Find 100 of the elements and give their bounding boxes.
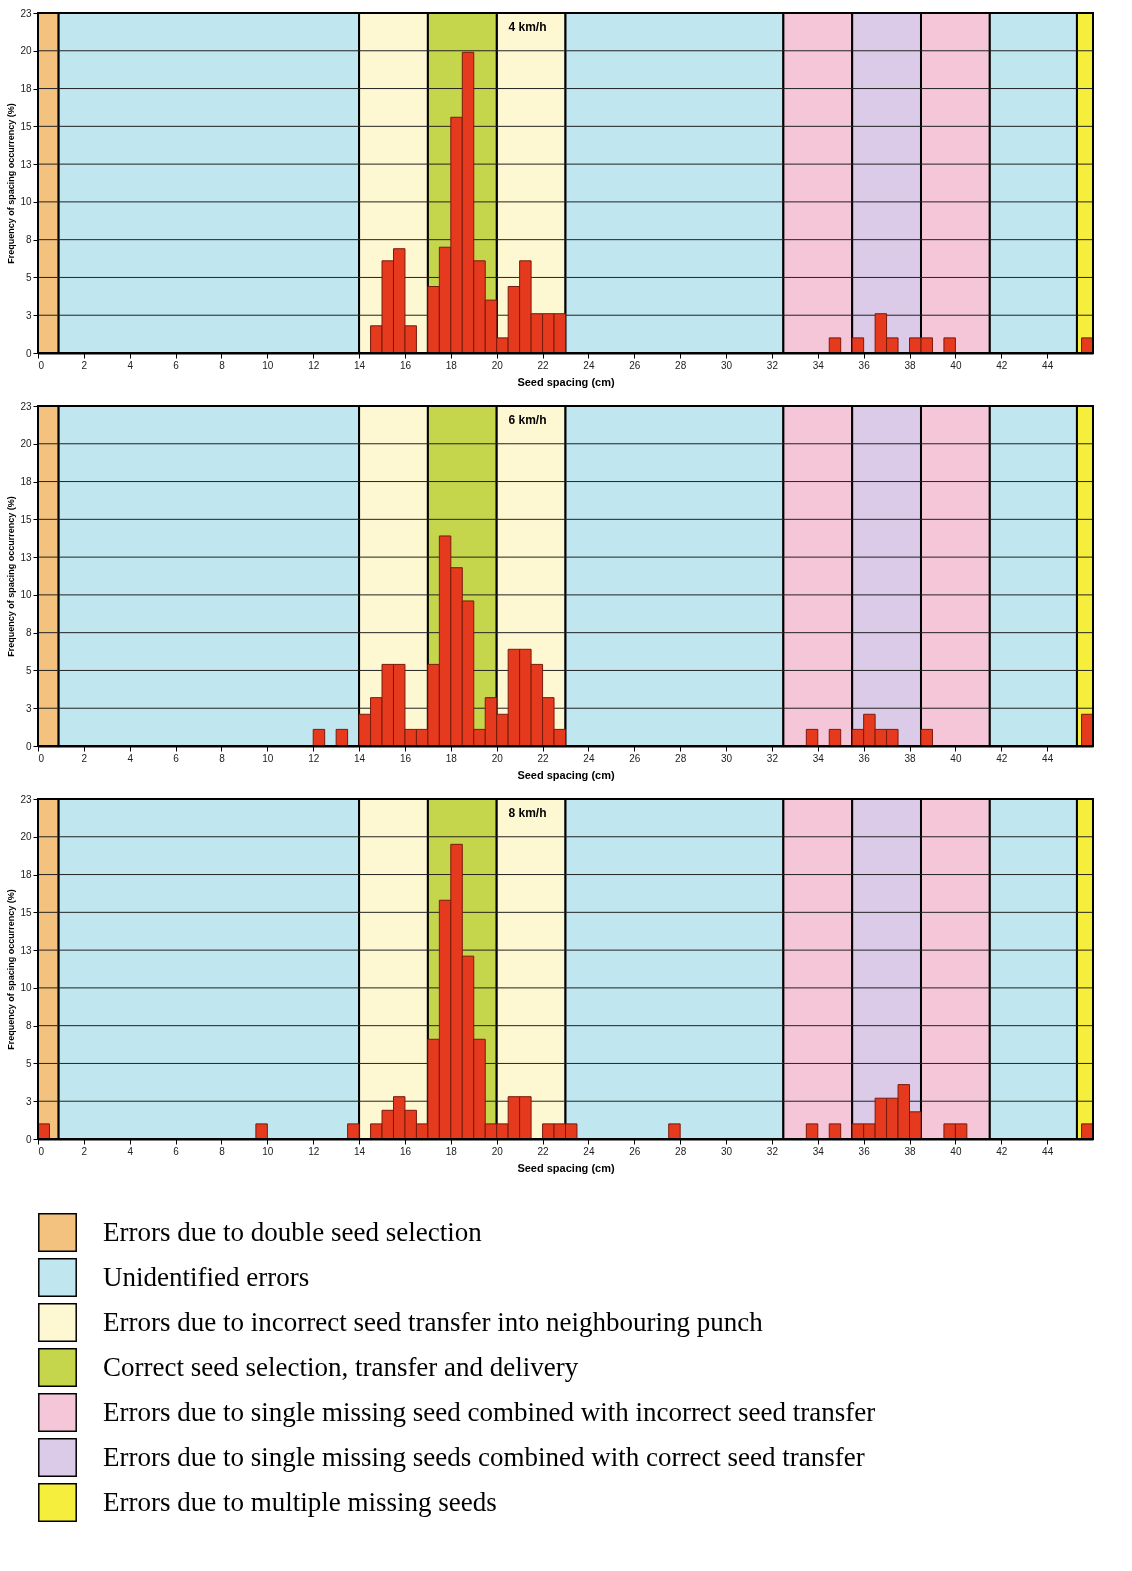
y-tick-label: 18 <box>20 869 32 881</box>
x-tick-label: 20 <box>491 1145 504 1157</box>
y-axis-title: Frequency of spacing occurrency (%) <box>6 889 17 1050</box>
x-tick-label: 24 <box>583 359 595 371</box>
x-tick-label: 24 <box>583 1145 595 1157</box>
x-axis-title: Seed spacing (cm) <box>517 375 615 388</box>
x-tick-label: 30 <box>720 359 733 371</box>
y-tick-label: 13 <box>20 944 32 956</box>
x-tick-label: 14 <box>354 752 366 764</box>
x-tick-label: 32 <box>766 752 779 764</box>
x-tick-label: 26 <box>629 1145 641 1157</box>
y-tick-label: 0 <box>25 1133 32 1145</box>
x-tick-label: 38 <box>904 1145 917 1157</box>
x-tick-label: 10 <box>262 752 274 764</box>
x-tick-label: 6 <box>173 359 180 371</box>
y-axis-title: Frequency of spacing occurrency (%) <box>6 496 17 657</box>
y-tick-label: 10 <box>20 982 32 994</box>
y-tick-label: 5 <box>25 1057 32 1069</box>
y-tick-label: 15 <box>20 120 32 132</box>
x-axis-title: Seed spacing (cm) <box>517 768 615 781</box>
y-tick-label: 0 <box>25 740 32 752</box>
x-tick-label: 34 <box>812 359 825 371</box>
y-tick-label: 10 <box>20 589 32 601</box>
x-tick-label: 4 <box>127 359 134 371</box>
x-tick-label: 18 <box>445 359 458 371</box>
x-tick-label: 40 <box>950 752 962 764</box>
text: 8 km/h <box>508 806 547 820</box>
x-tick-label: 4 <box>127 752 134 764</box>
y-tick-label: 5 <box>25 664 32 676</box>
x-tick-label: 20 <box>491 359 504 371</box>
x-tick-label: 28 <box>675 752 687 764</box>
x-tick-label: 4 <box>127 1145 134 1157</box>
y-tick-label: 10 <box>20 196 32 208</box>
x-tick-label: 22 <box>537 1145 550 1157</box>
x-tick-label: 24 <box>583 752 595 764</box>
x-tick-label: 14 <box>354 359 366 371</box>
x-tick-label: 28 <box>675 359 687 371</box>
y-tick-label: 20 <box>20 438 32 450</box>
y-tick-label: 3 <box>25 702 32 714</box>
x-tick-label: 16 <box>399 752 412 764</box>
y-tick-label: 0 <box>25 347 32 359</box>
x-tick-label: 0 <box>38 752 45 764</box>
x-tick-label: 0 <box>38 359 45 371</box>
y-tick-label: 13 <box>20 158 32 170</box>
x-tick-label: 6 <box>173 752 180 764</box>
x-tick-label: 40 <box>950 1145 962 1157</box>
y-tick-label: 23 <box>20 793 32 805</box>
x-tick-label: 10 <box>262 1145 274 1157</box>
x-tick-label: 44 <box>1042 359 1054 371</box>
x-tick-label: 32 <box>766 1145 779 1157</box>
y-tick-label: 18 <box>20 476 32 488</box>
x-axis-title: Seed spacing (cm) <box>517 1161 615 1174</box>
x-tick-label: 30 <box>720 752 733 764</box>
y-axis-title: Frequency of spacing occurrency (%) <box>6 103 17 264</box>
x-tick-label: 2 <box>81 752 88 764</box>
x-tick-label: 8 <box>219 1145 226 1157</box>
x-tick-label: 20 <box>491 752 504 764</box>
x-tick-label: 12 <box>308 752 320 764</box>
x-tick-label: 8 <box>219 752 226 764</box>
x-tick-label: 16 <box>399 359 412 371</box>
y-tick-label: 8 <box>25 234 32 246</box>
y-tick-label: 13 <box>20 551 32 563</box>
x-tick-label: 42 <box>996 359 1008 371</box>
x-tick-label: 0 <box>38 1145 45 1157</box>
x-tick-label: 44 <box>1042 1145 1054 1157</box>
y-tick-label: 23 <box>20 7 32 19</box>
legend-label: Errors due to multiple missing seeds <box>103 1486 497 1517</box>
x-tick-label: 12 <box>308 1145 320 1157</box>
x-tick-label: 18 <box>445 752 458 764</box>
x-tick-label: 8 <box>219 359 226 371</box>
x-tick-label: 36 <box>858 1145 871 1157</box>
y-tick-label: 8 <box>25 1020 32 1032</box>
y-tick-label: 15 <box>20 906 32 918</box>
x-tick-label: 26 <box>629 359 641 371</box>
x-tick-label: 28 <box>675 1145 687 1157</box>
y-tick-label: 3 <box>25 309 32 321</box>
x-tick-label: 36 <box>858 752 871 764</box>
y-tick-label: 15 <box>20 513 32 525</box>
text: 4 km/h <box>508 20 547 34</box>
x-tick-label: 44 <box>1042 752 1054 764</box>
y-tick-label: 23 <box>20 400 32 412</box>
x-tick-label: 16 <box>399 1145 412 1157</box>
x-tick-label: 12 <box>308 359 320 371</box>
y-tick-label: 5 <box>25 271 32 283</box>
x-tick-label: 42 <box>996 1145 1008 1157</box>
x-tick-label: 22 <box>537 359 550 371</box>
x-tick-label: 14 <box>354 1145 366 1157</box>
text: 6 km/h <box>508 413 547 427</box>
x-tick-label: 10 <box>262 359 274 371</box>
x-tick-label: 6 <box>173 1145 180 1157</box>
y-tick-label: 20 <box>20 45 32 57</box>
x-tick-label: 30 <box>720 1145 733 1157</box>
x-tick-label: 2 <box>81 1145 88 1157</box>
x-tick-label: 22 <box>537 752 550 764</box>
x-tick-label: 38 <box>904 359 917 371</box>
legend-label: Unidentified errors <box>103 1261 310 1292</box>
legend-label: Errors due to incorrect seed transfer into neighbouring punch <box>103 1306 764 1337</box>
x-tick-label: 40 <box>950 359 962 371</box>
legend-label: Correct seed selection, transfer and delivery <box>103 1351 579 1382</box>
x-tick-label: 34 <box>812 752 825 764</box>
